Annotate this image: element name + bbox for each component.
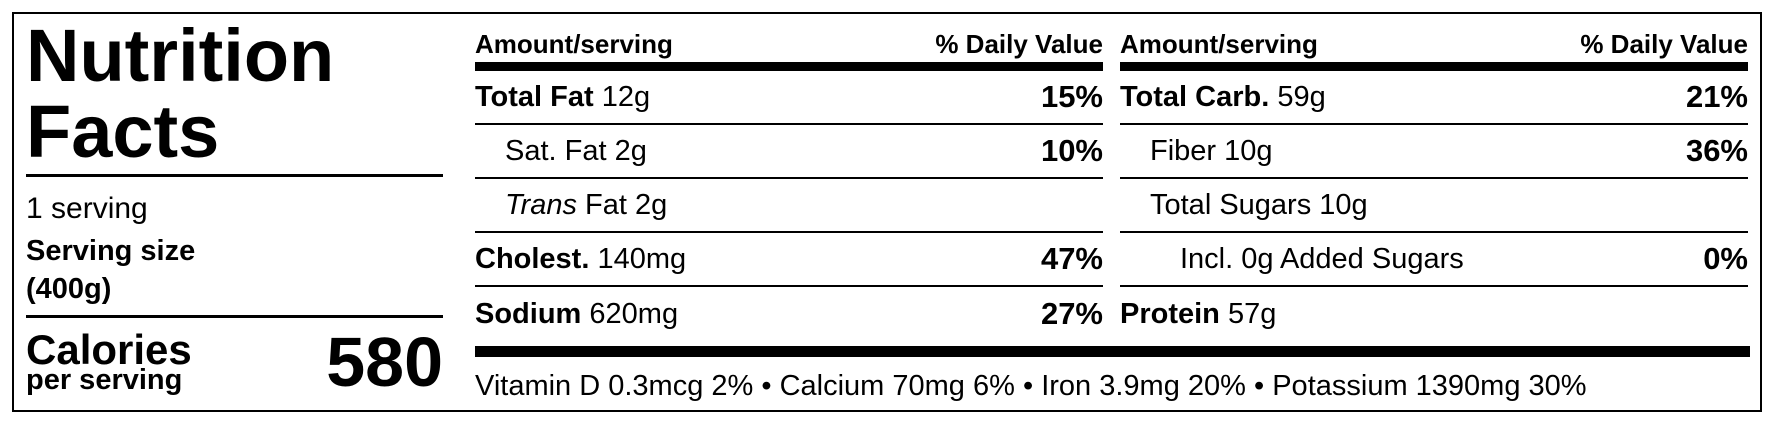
nutrient: Protein 57g	[1120, 298, 1276, 331]
daily-value: 21%	[1685, 79, 1748, 114]
separator: •	[1022, 370, 1034, 402]
nutrient-row: Cholest. 140mg 47%	[475, 233, 1103, 287]
label-frame	[12, 12, 1762, 412]
nutrient-amount: 2g	[635, 188, 668, 221]
column-header: Amount/serving % Daily Value	[1120, 26, 1748, 62]
nutrient-amount: 12g	[601, 80, 651, 113]
daily-value: 0%	[1703, 241, 1748, 276]
footer: Vitamin D 0.3mcg 2% • Calcium 70mg 6% • …	[475, 370, 1587, 403]
calories-value: 580	[326, 323, 443, 401]
nutrient-name: Total Fat	[475, 80, 594, 113]
nutrient-amount: 10g	[1224, 134, 1273, 167]
nutrient-name: Total Carb.	[1120, 80, 1270, 113]
divider	[26, 174, 443, 177]
nutrient-row: Total Carb. 59g 21%	[1120, 71, 1748, 125]
micronutrient: Iron 3.9mg 20%	[1041, 370, 1246, 402]
header-dv: % Daily Value	[1580, 28, 1748, 59]
separator: •	[1254, 370, 1265, 402]
daily-value: 47%	[1040, 241, 1103, 276]
header-bar	[475, 62, 1103, 71]
nutrient-amount: 140mg	[597, 242, 687, 275]
header-amount: Amount/serving	[475, 28, 673, 59]
nutrient-amount: 10g	[1319, 188, 1368, 221]
nutrient-name-italic: Trans	[505, 188, 577, 221]
nutrient-row: Sodium 620mg 27%	[475, 287, 1103, 341]
nutrient: Sodium 620mg	[475, 298, 678, 331]
nutrient-row: Total Fat 12g 15%	[475, 71, 1103, 125]
nutrient-column: Amount/serving % Daily Value Total Fat 12g…	[475, 26, 1103, 341]
nutrient: Total Carb. 59g	[1120, 81, 1326, 114]
micronutrient: Calcium 70mg 6%	[779, 370, 1015, 402]
nutrient: Total Fat 12g	[475, 81, 650, 114]
nutrient-row: Incl. 0g Added Sugars 0%	[1120, 233, 1748, 287]
nutrient-column: Amount/serving % Daily Value Total Carb. 5…	[1120, 26, 1748, 341]
nutrient-name: Protein	[1120, 297, 1220, 330]
nutrient-row: Trans Fat 2g	[475, 179, 1103, 233]
nutrient-row: Total Sugars 10g	[1120, 179, 1748, 233]
daily-value: 15%	[1040, 79, 1103, 114]
nutrient-name: Sat. Fat	[505, 134, 607, 167]
daily-value: 27%	[1040, 296, 1103, 331]
nutrient-name: Cholest.	[475, 242, 590, 275]
daily-value: 36%	[1685, 133, 1748, 168]
micronutrient: Vitamin D 0.3mcg 2%	[475, 370, 754, 402]
nutrient: Incl. 0g Added Sugars	[1180, 243, 1464, 276]
nutrient-name: Incl. 0g Added Sugars	[1180, 242, 1464, 275]
servings: 1 serving	[26, 192, 148, 225]
title: Nutrition Facts	[26, 14, 335, 173]
nutrient: Trans Fat 2g	[505, 189, 667, 222]
nutrient-amount: 2g	[614, 134, 647, 167]
nutrient-amount: 59g	[1277, 80, 1326, 113]
nutrient: Total Sugars 10g	[1150, 189, 1368, 222]
nutrient-name: Fiber	[1150, 134, 1217, 167]
nutrient-name: Total Sugars	[1150, 188, 1312, 221]
serving-size: Serving size (400g)	[26, 235, 196, 305]
nutrient-row: Protein 57g	[1120, 287, 1748, 341]
nutrient: Fiber 10g	[1150, 135, 1273, 168]
nutrient-name: Sodium	[475, 297, 582, 330]
nutrient-row: Fiber 10g 36%	[1120, 125, 1748, 179]
calories-label: Calories	[26, 326, 192, 373]
calories-sublabel: per serving	[26, 364, 183, 396]
thick-bar	[475, 346, 1750, 357]
header-dv: % Daily Value	[935, 28, 1103, 59]
nutrient-amount: 620mg	[589, 297, 679, 330]
nutrient: Sat. Fat 2g	[505, 135, 647, 168]
daily-value: 10%	[1040, 133, 1103, 168]
nutrient-name: Fat	[585, 188, 627, 221]
micronutrient: Potassium 1390mg 30%	[1272, 370, 1587, 402]
header-bar	[1120, 62, 1748, 71]
column-header: Amount/serving % Daily Value	[475, 26, 1103, 62]
header-amount: Amount/serving	[1120, 28, 1318, 59]
divider	[26, 315, 443, 318]
nutrient-row: Sat. Fat 2g 10%	[475, 125, 1103, 179]
nutrient: Cholest. 140mg	[475, 243, 686, 276]
nutrient-amount: 57g	[1227, 297, 1277, 330]
separator: •	[761, 370, 772, 402]
